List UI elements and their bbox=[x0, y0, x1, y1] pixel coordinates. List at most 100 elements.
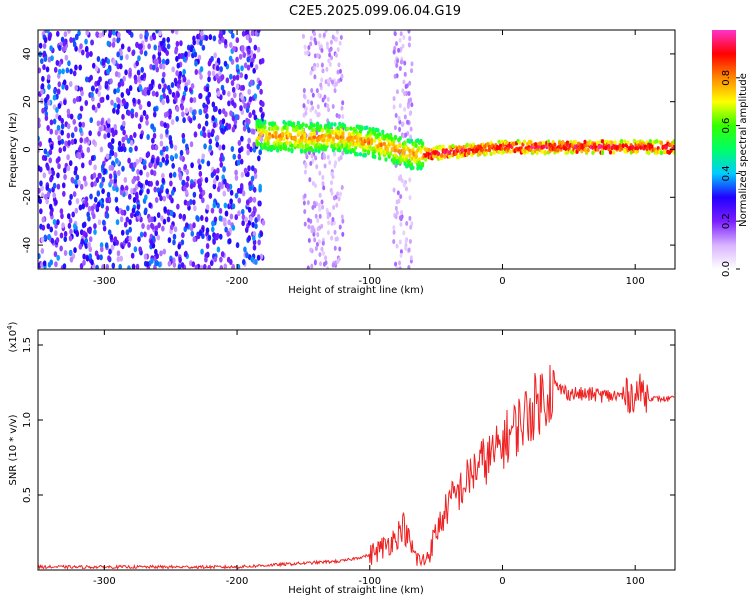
spectrogram-cell bbox=[172, 239, 176, 246]
spectrogram-cell bbox=[529, 140, 533, 145]
spectrogram-cell bbox=[162, 45, 166, 52]
spectrogram-cell bbox=[404, 84, 408, 90]
spectrogram-cell bbox=[402, 79, 406, 85]
spectrogram-cell bbox=[307, 237, 311, 243]
spectrogram-cell bbox=[46, 164, 50, 171]
spectrogram-cell bbox=[201, 153, 206, 160]
spectrogram-cell bbox=[52, 182, 57, 189]
spectrogram-cell bbox=[341, 135, 345, 140]
spectrogram-cell bbox=[228, 55, 233, 62]
spectrogram-cell bbox=[314, 213, 318, 219]
spectrogram-cell bbox=[460, 147, 465, 153]
spectrogram-cell bbox=[407, 265, 411, 269]
spectrogram-cell bbox=[115, 205, 119, 212]
spectrogram-cell bbox=[280, 131, 285, 137]
spectrogram-cell bbox=[322, 185, 326, 191]
spectrogram-cell bbox=[323, 163, 327, 169]
spectrogram-cell bbox=[57, 102, 62, 109]
spectrogram-cell bbox=[402, 230, 406, 236]
spectrogram-cell bbox=[399, 253, 403, 259]
spectrogram-cell bbox=[192, 199, 196, 206]
spectrogram-cell bbox=[136, 168, 140, 175]
spectrogram-cell bbox=[41, 107, 45, 114]
spectrogram-cell bbox=[111, 30, 116, 36]
spectrogram-cell bbox=[165, 145, 169, 152]
spectrogram-cell bbox=[186, 200, 191, 207]
spectrogram-cell bbox=[251, 57, 255, 64]
spectrogram-cell bbox=[402, 34, 406, 40]
spectrogram-cell bbox=[154, 248, 158, 255]
spectrogram-cell bbox=[333, 122, 337, 127]
spectrogram-cell bbox=[122, 146, 127, 153]
spectrogram-cell bbox=[70, 139, 75, 146]
spectrogram-cell bbox=[451, 143, 455, 149]
spectrogram-cell bbox=[320, 199, 324, 205]
spectrogram-cell bbox=[196, 39, 200, 46]
spectrogram-cell bbox=[157, 50, 162, 57]
spectrogram-cell bbox=[326, 230, 330, 236]
spectrogram-cell bbox=[216, 90, 221, 97]
spectrogram-cell bbox=[232, 153, 237, 160]
spectrogram-cell bbox=[159, 250, 163, 257]
spectrogram-cell bbox=[211, 101, 216, 108]
spectrogram-cell bbox=[340, 185, 344, 191]
spectrogram-cell bbox=[607, 143, 611, 149]
spectrogram-cell bbox=[49, 226, 54, 233]
spectrogram-cell bbox=[176, 91, 180, 98]
spectrogram-cell bbox=[161, 225, 165, 232]
spectrogram-cell bbox=[409, 255, 413, 261]
x-tick-label: -200 bbox=[226, 576, 249, 587]
spectrogram-cell bbox=[247, 206, 252, 213]
spectrogram-cell bbox=[241, 190, 246, 197]
snr-y-ticks: 0.5 1.0 1.5 bbox=[22, 337, 675, 503]
spectrogram-cell bbox=[192, 39, 197, 46]
spectrogram-cell bbox=[672, 150, 675, 155]
spectrogram-cell bbox=[227, 238, 232, 245]
spectrogram-cell bbox=[409, 224, 413, 230]
spectrogram-cell bbox=[398, 136, 402, 141]
spectrogram-cell bbox=[392, 187, 396, 193]
spectrogram-cell bbox=[137, 123, 142, 130]
spectrogram-cell bbox=[133, 246, 138, 253]
spectrogram-cell bbox=[207, 76, 211, 83]
spectrogram-cell bbox=[621, 143, 625, 149]
spectrogram-cell bbox=[66, 165, 71, 172]
spectrogram-cell bbox=[347, 145, 351, 150]
spectrogram-cell bbox=[324, 255, 328, 261]
spectrogram-cell bbox=[243, 246, 247, 253]
spectrogram-cell bbox=[152, 34, 157, 41]
spectrogram-cell bbox=[226, 256, 231, 263]
spectrogram-cell bbox=[206, 160, 211, 167]
spectrogram-cell bbox=[398, 266, 402, 269]
spectrogram-cell bbox=[183, 85, 188, 92]
spectrogram-cell bbox=[151, 235, 156, 242]
spectrogram-cell bbox=[114, 196, 119, 203]
spectrogram-cell bbox=[147, 43, 151, 50]
spectrogram-cell bbox=[90, 85, 95, 92]
spectrogram-cell bbox=[197, 123, 202, 130]
spectrogram-cell bbox=[284, 121, 288, 126]
spectrogram-cell bbox=[165, 188, 169, 195]
spectrogram-cell bbox=[314, 109, 318, 115]
spectrogram-cell bbox=[125, 54, 129, 61]
spectrogram-cell bbox=[189, 141, 194, 148]
spectrogram-cell bbox=[56, 172, 60, 179]
spectrogram-cell bbox=[181, 94, 186, 101]
spectrogram-cell bbox=[311, 105, 315, 111]
spectrogram-cell bbox=[341, 231, 345, 237]
spectrogram-cell bbox=[341, 218, 345, 224]
spectrogram-cell bbox=[645, 146, 649, 152]
spectrogram-cell bbox=[159, 40, 164, 47]
spectrogram-cell bbox=[318, 170, 322, 176]
spectrogram-cell bbox=[66, 132, 71, 139]
spectrogram-cell bbox=[392, 104, 396, 110]
spectrogram-cell bbox=[175, 106, 180, 113]
spectrogram-cell bbox=[198, 170, 203, 177]
spectrogram-cell bbox=[508, 149, 512, 154]
spectrogram-cell bbox=[227, 219, 231, 226]
spectrogram-cell bbox=[403, 140, 407, 146]
spectrogram-cell bbox=[43, 55, 48, 62]
spectrogram-cell bbox=[240, 135, 244, 142]
spectrogram-cell bbox=[220, 84, 225, 91]
spectrogram-cell bbox=[62, 145, 67, 152]
